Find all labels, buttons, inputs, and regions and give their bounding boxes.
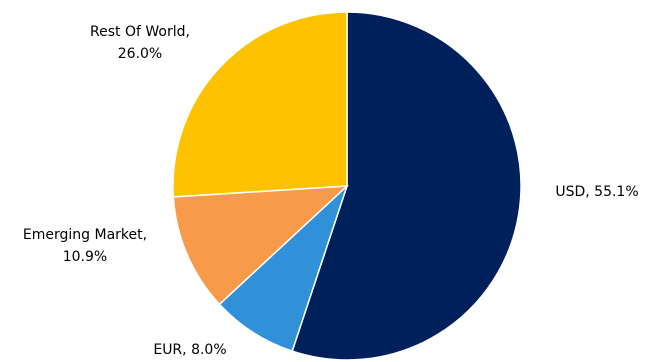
data-label-emerging-market: Emerging Market, 10.9% — [23, 227, 147, 265]
data-label-rest-of-world: Rest Of World, 26.0% — [90, 24, 190, 62]
pie-slice-usd — [291, 11, 522, 361]
slices-layer — [172, 11, 522, 361]
data-label-usd: USD, 55.1% — [555, 184, 638, 200]
pie-slice-rest-of-world — [172, 11, 348, 198]
labels-layer: USD, 55.1% EUR, 8.0% Emerging Market, 10.9%… — [23, 24, 639, 358]
data-label-eur: EUR, 8.0% — [153, 342, 226, 358]
pie-slice-emerging-market — [172, 185, 350, 306]
